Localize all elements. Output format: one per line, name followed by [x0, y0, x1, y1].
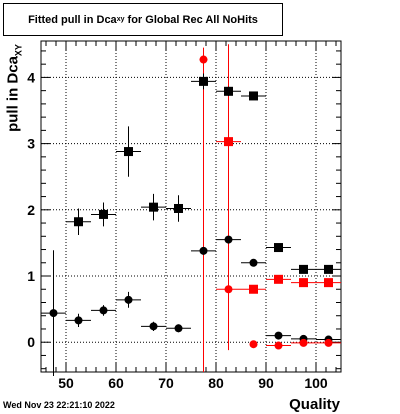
data-point-circle [174, 324, 183, 333]
grid [41, 41, 341, 372]
data-point-square [174, 203, 183, 213]
data-point-square [124, 147, 133, 157]
data-point-square [324, 264, 333, 274]
data-point-square [149, 202, 158, 212]
data-point-circle [124, 295, 133, 304]
data-point-circle [274, 331, 283, 340]
data-point-circle [324, 338, 333, 347]
data-marks [41, 44, 341, 376]
data-point-circle [274, 341, 283, 350]
data-point-square [224, 137, 233, 147]
data-point-circle [199, 55, 208, 64]
data-point-square [99, 209, 108, 219]
data-point-circle [224, 235, 233, 244]
data-point-circle [99, 306, 108, 315]
timestamp: Wed Nov 23 22:21:10 2022 [3, 400, 115, 410]
x-tick-label: 50 [58, 375, 74, 391]
title-sub: xy [116, 16, 125, 23]
y-tick-label: 3 [27, 136, 35, 152]
x-tick-label: 60 [108, 375, 124, 391]
title-tail: for Global Rec All NoHits [124, 13, 258, 26]
data-point-square [299, 264, 308, 274]
data-point-circle [149, 322, 158, 331]
x-axis-label: Quality [289, 396, 340, 413]
ylabel-main: pull in Dca [4, 56, 22, 132]
data-point-square [274, 274, 283, 284]
y-axis-label: pull in DcaXY [5, 44, 24, 132]
data-point-circle [299, 338, 308, 347]
y-tick-label: 1 [27, 268, 35, 284]
chart-title: Fitted pull in Dca xy for Global Rec All … [3, 3, 283, 36]
data-point-circle [199, 246, 208, 255]
data-point-square [74, 217, 83, 227]
x-tick-label: 100 [304, 375, 328, 391]
y-tick-label: 0 [27, 334, 35, 350]
data-point-circle [249, 340, 258, 349]
data-point-square [249, 91, 258, 101]
axes: 50 60 70 80 90 100 0 1 2 3 4 [27, 41, 341, 391]
data-point-square [199, 76, 208, 86]
data-point-circle [249, 258, 258, 267]
data-point-circle [74, 316, 83, 325]
plot-frame [40, 40, 342, 373]
data-point-circle [49, 309, 58, 318]
data-point-square [274, 243, 283, 253]
data-point-square [224, 86, 233, 96]
data-point-circle [224, 285, 233, 294]
x-tick-label: 70 [158, 375, 174, 391]
data-point-square [249, 284, 258, 294]
y-tick-label: 2 [27, 202, 35, 218]
ylabel-sub: XY [13, 44, 24, 57]
x-tick-label: 90 [258, 375, 274, 391]
data-point-square [299, 278, 308, 288]
data-point-square [324, 278, 333, 288]
x-tick-label: 80 [208, 375, 224, 391]
y-tick-label: 4 [27, 69, 35, 85]
title-main: Fitted pull in Dca [28, 13, 117, 26]
